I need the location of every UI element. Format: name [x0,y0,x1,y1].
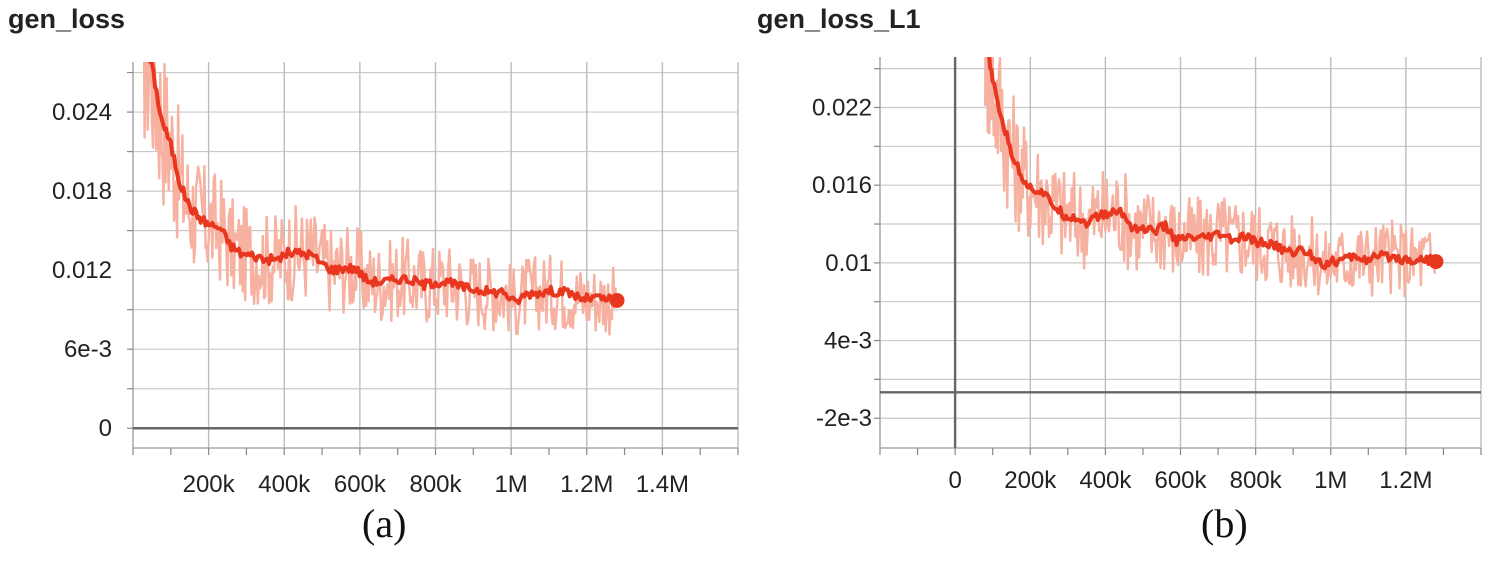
x-tick-label: 600k [334,471,387,498]
y-tick-label: 4e-3 [824,328,872,355]
series-group [984,57,1438,298]
x-tick-label: 1.2M [560,471,613,498]
x-tick-label: 1M [1314,467,1347,494]
x-tick-label: 1.4M [636,471,689,498]
smoothed-series-line [148,62,619,306]
chart-panel-gen-loss: gen_loss 0 6e-3 0.012 0.018 0.024 200k 400k 600… [8,4,739,546]
gen-loss-l1-plot: -2e-3 4e-3 0.01 0.016 0.022 0 200k 400k 600k 800k… [812,57,1482,494]
chart-panel-gen-loss-l1: gen_loss_L1 -2e-3 4e-3 0.01 0.016 0.022 0 200k… [750,0,1500,567]
x-tick-label: 200k [183,471,236,498]
y-tick-label: 6e-3 [64,336,112,363]
y-tick-label: 0.024 [52,99,112,126]
series-end-point [1428,254,1444,270]
x-tick-label: 0 [948,467,961,494]
raw-series-line [984,57,1436,298]
x-tick-label: 600k [1154,467,1207,494]
smoothed-series-line [987,57,1438,271]
x-tick-label: 400k [258,471,311,498]
raw-series-line [142,62,617,336]
y-tick-label: 0.012 [52,257,112,284]
y-tick-label: 0.022 [812,94,872,121]
series-end-point [609,292,625,308]
grid [132,62,739,448]
x-tick-label: 1.2M [1379,467,1432,494]
y-tick-label: 0.016 [812,172,872,199]
chart-title: gen_loss_L1 [757,4,921,34]
y-tick-label: 0 [99,415,112,442]
x-tick-label: 1M [494,471,527,498]
y-tick-label: 0.018 [52,178,112,205]
x-tick-label: 800k [409,471,462,498]
x-tick-label: 200k [1004,467,1057,494]
y-tick-label: 0.01 [825,250,872,277]
series-group [142,62,619,336]
gen-loss-plot: 0 6e-3 0.012 0.018 0.024 200k 400k 600k 800k 1M 1.… [52,62,739,498]
chart-title: gen_loss [8,4,126,34]
x-tick-label: 400k [1079,467,1132,494]
x-tick-label: 800k [1230,467,1283,494]
y-tick-label: -2e-3 [816,405,872,432]
chart-caption: (b) [1201,501,1248,546]
chart-caption: (a) [362,501,407,546]
